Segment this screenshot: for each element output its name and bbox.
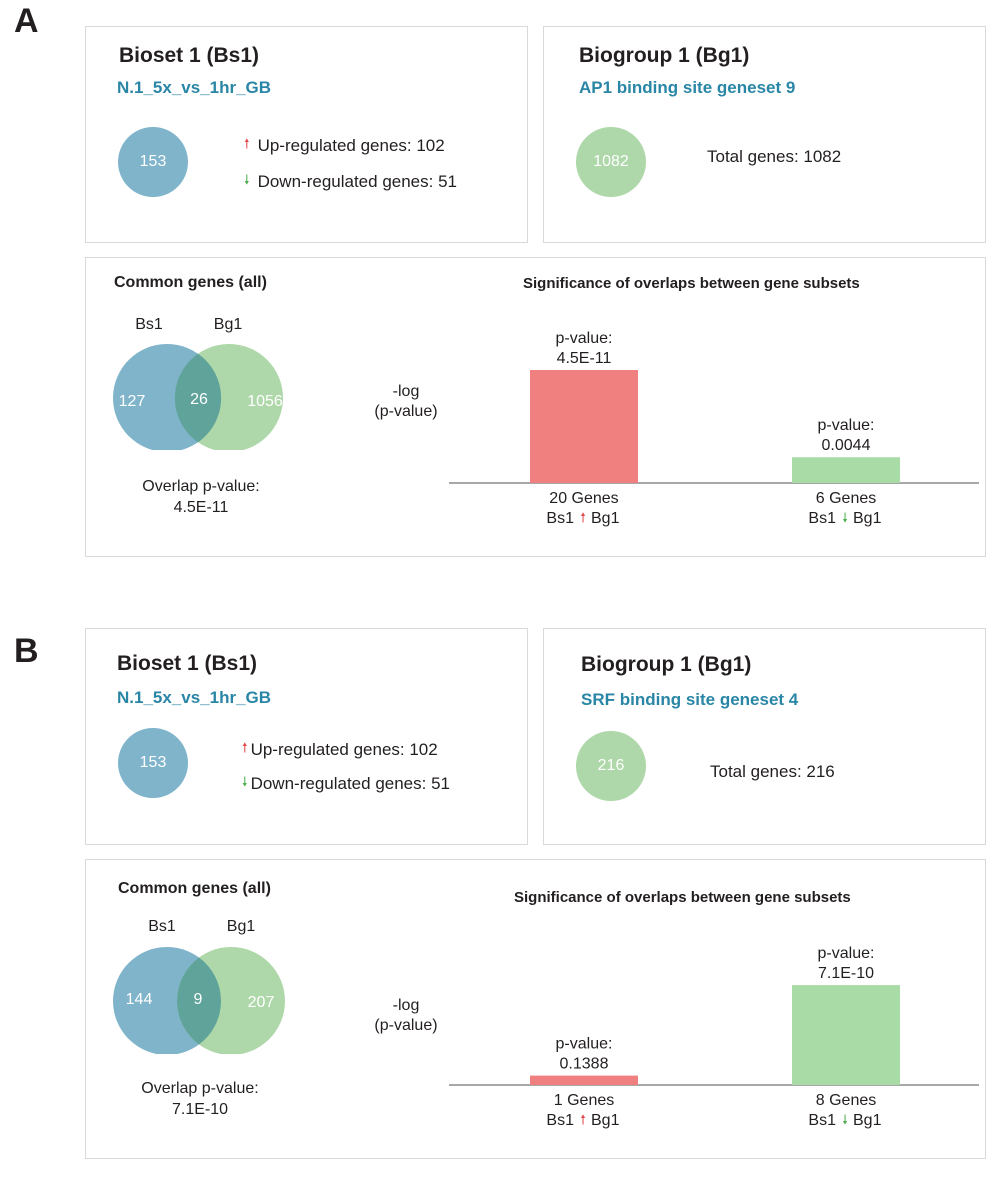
venn-left-label: Bs1	[148, 918, 176, 935]
bioset-total-value: 153	[139, 754, 167, 771]
down-regulated-row: 🠗 Down-regulated genes: 51	[244, 171, 457, 193]
bar-pvalue: 7.1E-10	[818, 965, 874, 982]
category-right-text: Bg1	[853, 510, 882, 527]
overlap-pvalue-label: Overlap p-value:	[142, 478, 260, 495]
overlap-pvalue: 7.1E-10	[171, 1101, 229, 1118]
common-genes-title: Common genes (all)	[118, 880, 271, 897]
gene-count-label: 1 Genes	[554, 1092, 614, 1109]
venn-right-only-value: 207	[248, 994, 275, 1011]
gene-count-label: 8 Genes	[816, 1092, 876, 1109]
up-arrow-icon: 🠕	[242, 740, 248, 755]
biogroup-total-label: Total genes: 1082	[707, 147, 842, 166]
biogroup-total-label: Total genes: 216	[710, 762, 835, 781]
venn-right-label: Bg1	[214, 316, 243, 333]
significance-bar	[530, 370, 638, 483]
venn-right-label: Bg1	[227, 918, 256, 935]
down-arrow-icon: 🠗	[842, 1112, 848, 1127]
down-arrow-icon: 🠗	[842, 510, 848, 525]
significance-title: Significance of overlaps between gene su…	[523, 275, 860, 292]
down-regulated-label: Down-regulated genes: 51	[250, 774, 450, 793]
biogroup-total-value: 216	[597, 757, 625, 774]
biogroup-total-circle: 1082	[576, 127, 646, 197]
venn-overlap-region	[174, 353, 222, 443]
category-left-text: Bs1	[808, 1112, 836, 1129]
bioset-total-circle: 153	[118, 127, 188, 197]
overlap-card: Common genes (all) Bs1 Bg1 144 9 207 Ove…	[85, 859, 986, 1159]
gene-count-label: 6 Genes	[816, 490, 876, 507]
bioset-title: Bioset 1 (Bs1)	[117, 652, 258, 675]
significance-bar	[792, 985, 900, 1085]
bioset-card: Bioset 1 (Bs1) N.1_5x_vs_1hr_GB 153 🠕 Up…	[85, 26, 528, 243]
y-axis-label-line2: (p-value)	[374, 1017, 438, 1034]
significance-title: Significance of overlaps between gene su…	[514, 889, 851, 906]
venn-left-only-value: 127	[119, 393, 146, 410]
category-label: Bs1 🠗 Bg1	[808, 1112, 881, 1129]
biogroup-name-link[interactable]: SRF binding site geneset 4	[581, 690, 799, 709]
category-left-text: Bs1	[546, 1112, 574, 1129]
category-left-text: Bs1	[546, 510, 574, 527]
biogroup-name-link[interactable]: AP1 binding site geneset 9	[579, 78, 796, 97]
significance-bar-chart: p-value: 0.1388 1 Genes Bs1 🠕 Bg1 p-value: 7.1E…	[449, 945, 979, 1129]
bioset-title: Bioset 1 (Bs1)	[119, 44, 260, 67]
venn-overlap-value: 26	[190, 391, 208, 408]
bioset-total-circle: 153	[118, 728, 188, 798]
down-regulated-label: Down-regulated genes: 51	[257, 172, 457, 191]
bar-pvalue: 0.1388	[560, 1056, 609, 1073]
bioset-name-link[interactable]: N.1_5x_vs_1hr_GB	[117, 78, 272, 97]
category-right-text: Bg1	[591, 1112, 620, 1129]
up-regulated-row: 🠕 Up-regulated genes: 102	[242, 739, 438, 761]
biogroup-title: Biogroup 1 (Bg1)	[581, 653, 752, 676]
biogroup-total-value: 1082	[593, 153, 629, 170]
venn-left-label: Bs1	[135, 316, 163, 333]
venn-right-only-value: 1056	[247, 393, 283, 410]
venn-overlap-region	[176, 957, 222, 1045]
down-arrow-icon: 🠗	[242, 774, 248, 789]
bioset-name-link[interactable]: N.1_5x_vs_1hr_GB	[117, 688, 272, 707]
biogroup-card: Biogroup 1 (Bg1) AP1 binding site genese…	[543, 26, 986, 243]
y-axis-label-line1: -log	[392, 383, 420, 400]
bar-pvalue-label: p-value:	[556, 1036, 613, 1053]
bar-pvalue-label: p-value:	[556, 330, 613, 347]
up-arrow-icon: 🠕	[580, 1112, 586, 1127]
venn-overlap-value: 9	[194, 991, 203, 1008]
significance-bar-chart: p-value: 4.5E-11 20 Genes Bs1 🠕 Bg1 p-value: 0.…	[449, 330, 979, 527]
up-regulated-row: 🠕 Up-regulated genes: 102	[244, 135, 445, 157]
overlap-pvalue: 4.5E-11	[173, 499, 229, 516]
category-left-text: Bs1	[808, 510, 836, 527]
panel-letter-a: A	[14, 2, 39, 40]
up-regulated-label: Up-regulated genes: 102	[257, 136, 445, 155]
category-right-text: Bg1	[853, 1112, 882, 1129]
bioset-card: Bioset 1 (Bs1) N.1_5x_vs_1hr_GB 153 🠕 Up…	[85, 628, 528, 845]
y-axis-label-line1: -log	[392, 997, 420, 1014]
bar-pvalue: 4.5E-11	[557, 350, 612, 367]
venn-diagram: Bs1 Bg1 144 9 207	[113, 918, 285, 1054]
overlap-card: Common genes (all) Bs1 Bg1 127 26 1056 O…	[85, 257, 986, 557]
bar-pvalue-label: p-value:	[818, 945, 875, 962]
category-label: Bs1 🠗 Bg1	[808, 510, 881, 527]
significance-bar	[792, 457, 900, 483]
up-arrow-icon: 🠕	[244, 136, 250, 151]
bioset-total-value: 153	[139, 153, 167, 170]
biogroup-title: Biogroup 1 (Bg1)	[579, 44, 750, 67]
down-regulated-row: 🠗 Down-regulated genes: 51	[242, 773, 450, 795]
biogroup-total-circle: 216	[576, 731, 646, 801]
bar-pvalue-label: p-value:	[818, 417, 875, 434]
category-label: Bs1 🠕 Bg1	[546, 510, 619, 527]
category-label: Bs1 🠕 Bg1	[546, 1112, 619, 1129]
panel-letter-b: B	[14, 632, 39, 670]
overlap-pvalue-label: Overlap p-value:	[141, 1080, 259, 1097]
venn-diagram: Bs1 Bg1 127 26 1056	[113, 316, 283, 450]
category-right-text: Bg1	[591, 510, 620, 527]
up-regulated-label: Up-regulated genes: 102	[250, 740, 438, 759]
down-arrow-icon: 🠗	[244, 172, 250, 187]
bar-pvalue: 0.0044	[822, 437, 871, 454]
common-genes-title: Common genes (all)	[114, 274, 267, 291]
gene-count-label: 20 Genes	[549, 490, 618, 507]
biogroup-card: Biogroup 1 (Bg1) SRF binding site genese…	[543, 628, 986, 845]
up-arrow-icon: 🠕	[580, 510, 586, 525]
significance-bar	[530, 1075, 638, 1085]
venn-left-only-value: 144	[126, 991, 153, 1008]
y-axis-label-line2: (p-value)	[374, 403, 438, 420]
